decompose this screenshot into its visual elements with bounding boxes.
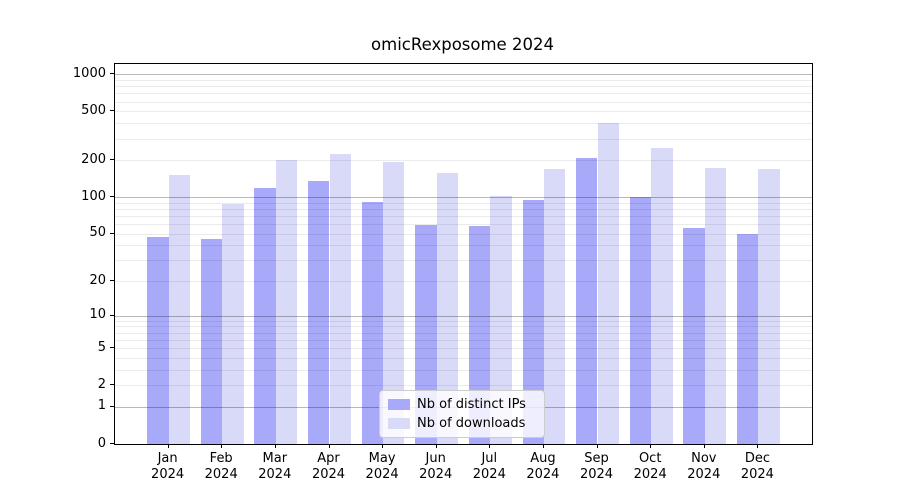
x-axis-tick — [382, 444, 384, 448]
bar-distinct-ips — [415, 224, 437, 444]
bar-distinct-ips — [522, 199, 544, 444]
y-axis-tick — [110, 232, 114, 234]
y-axis-tick — [110, 347, 114, 349]
grid-line-minor — [115, 160, 812, 162]
x-axis-tick — [435, 444, 437, 448]
y-axis-tick — [110, 443, 114, 444]
x-axis-tick — [328, 444, 330, 448]
x-axis-tick — [167, 444, 169, 448]
legend-swatch-downloads — [388, 418, 410, 429]
x-axis-tick-label: Jun 2024 — [419, 451, 453, 482]
x-axis-tick-label: Jul 2024 — [472, 451, 506, 482]
grid-line-minor — [115, 138, 812, 140]
bar-downloads — [758, 168, 780, 444]
y-axis-tick-label: 1000 — [72, 65, 106, 81]
grid-line-minor — [115, 123, 812, 125]
legend-label-ips: Nb of distinct IPs — [417, 397, 526, 412]
bar-downloads — [704, 168, 727, 444]
grid-line-major — [115, 74, 812, 76]
x-axis-tick-label: Aug 2024 — [526, 451, 560, 482]
y-axis-tick-label: 10 — [89, 307, 106, 323]
x-axis-tick-label: Jan 2024 — [151, 451, 185, 482]
x-axis-tick — [703, 444, 705, 448]
bar-distinct-ips — [683, 227, 705, 444]
y-axis-tick-label: 50 — [89, 225, 106, 240]
x-axis-tick — [757, 444, 759, 448]
y-axis-tick — [110, 280, 114, 281]
bar-downloads — [651, 148, 673, 444]
y-axis-tick-label: 100 — [81, 188, 106, 204]
bar-distinct-ips — [576, 158, 598, 444]
y-axis-tick-label: 5 — [97, 339, 106, 355]
bar-downloads — [436, 172, 459, 444]
grid-line-minor — [115, 111, 812, 113]
bar-distinct-ips — [147, 236, 169, 444]
bar-downloads — [597, 123, 619, 444]
y-axis-tick-label: 0 — [97, 435, 106, 451]
y-axis-tick — [110, 405, 114, 407]
x-axis-tick-label: May 2024 — [365, 451, 399, 482]
x-axis-tick — [489, 444, 491, 448]
x-axis-tick — [221, 444, 223, 448]
grid-line-minor — [115, 101, 812, 103]
bar-downloads — [490, 196, 512, 444]
bar-distinct-ips — [308, 181, 330, 444]
x-axis-tick — [596, 444, 598, 448]
legend-item-distinct-ips: Nb of distinct IPs — [380, 397, 544, 412]
x-axis-tick-label: Feb 2024 — [204, 451, 238, 482]
bar-distinct-ips — [736, 233, 759, 444]
x-axis-tick — [274, 444, 276, 448]
bar-distinct-ips — [200, 239, 223, 444]
x-axis-tick-label: Sep 2024 — [579, 451, 614, 482]
y-axis-tick — [110, 110, 114, 112]
x-axis-tick-label: Nov 2024 — [687, 451, 721, 482]
bar-downloads — [275, 160, 298, 444]
y-axis-tick-label: 20 — [89, 272, 106, 288]
y-axis-tick-label: 2 — [97, 376, 106, 392]
grid-line-minor — [115, 79, 812, 81]
chart-title: omicRexposome 2024 — [371, 35, 554, 54]
grid-line-minor — [115, 86, 812, 88]
plot-area — [114, 63, 813, 445]
bar-downloads — [168, 175, 190, 444]
y-axis-tick-label: 200 — [81, 151, 106, 167]
legend-swatch-ips — [388, 399, 410, 410]
bar-distinct-ips — [629, 197, 652, 444]
x-axis-tick-label: Dec 2024 — [740, 451, 774, 482]
bar-downloads — [543, 169, 566, 444]
y-axis-tick-label: 1 — [97, 398, 106, 414]
bar-downloads — [383, 162, 405, 444]
legend: Nb of distinct IPs Nb of downloads — [379, 390, 545, 438]
bar-distinct-ips — [468, 225, 491, 444]
x-axis-tick-label: Oct 2024 — [633, 451, 667, 482]
x-axis-tick — [542, 444, 544, 448]
y-axis-tick — [110, 196, 114, 197]
bar-distinct-ips — [254, 188, 276, 444]
legend-item-downloads: Nb of downloads — [380, 416, 544, 431]
legend-label-downloads: Nb of downloads — [417, 416, 526, 431]
bar-downloads — [329, 153, 351, 444]
x-axis-tick-label: Apr 2024 — [311, 451, 346, 482]
x-axis-tick — [650, 444, 652, 448]
bar-downloads — [222, 204, 244, 444]
y-axis-tick — [110, 159, 114, 161]
y-axis-tick — [110, 73, 114, 75]
y-axis-tick-label: 500 — [81, 102, 106, 118]
bar-distinct-ips — [361, 202, 383, 444]
y-axis-tick — [110, 384, 114, 386]
y-axis-tick — [110, 314, 114, 316]
x-axis-tick-label: Mar 2024 — [258, 451, 292, 482]
grid-line-minor — [115, 93, 812, 95]
